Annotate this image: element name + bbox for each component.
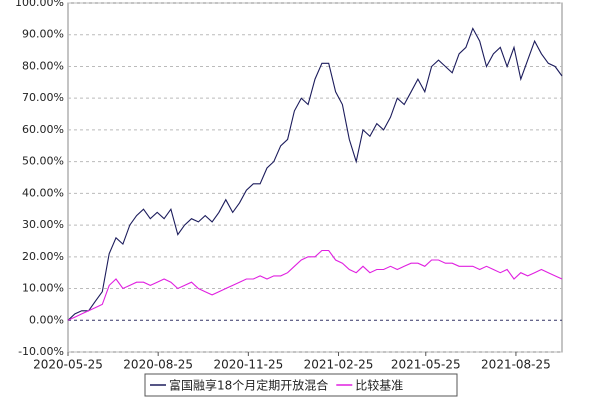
legend-label: 比较基准 bbox=[355, 378, 403, 393]
x-tick-label: 2021-05-25 bbox=[391, 358, 461, 372]
series-line bbox=[67, 27, 563, 321]
y-tick-label: 50.00% bbox=[22, 155, 64, 168]
series-line bbox=[67, 249, 563, 321]
y-tick-label: 30.00% bbox=[22, 218, 64, 231]
y-tick-label: 100.00% bbox=[15, 0, 64, 9]
y-tick-label: 70.00% bbox=[22, 91, 64, 104]
y-tick-label: 90.00% bbox=[22, 28, 64, 41]
legend-box bbox=[144, 373, 458, 397]
x-tick-label: 2021-08-25 bbox=[481, 358, 551, 372]
plot-frame bbox=[67, 2, 563, 353]
y-tick-label: 80.00% bbox=[22, 59, 64, 72]
y-tick-label: -10.00% bbox=[18, 345, 64, 358]
x-tick-label: 2020-05-25 bbox=[33, 358, 103, 372]
x-tick-label: 2020-08-25 bbox=[123, 358, 193, 372]
x-tick-label: 2020-11-25 bbox=[213, 358, 283, 372]
y-tick-label: 20.00% bbox=[22, 250, 64, 263]
y-tick-label: 0.00% bbox=[29, 313, 64, 326]
y-tick-label: 40.00% bbox=[22, 186, 64, 199]
x-tick-label: 2021-02-25 bbox=[304, 358, 374, 372]
y-tick-label: 60.00% bbox=[22, 123, 64, 136]
legend-label: 富国融享18个月定期开放混合 bbox=[169, 378, 328, 393]
y-tick-label: 10.00% bbox=[22, 282, 64, 295]
